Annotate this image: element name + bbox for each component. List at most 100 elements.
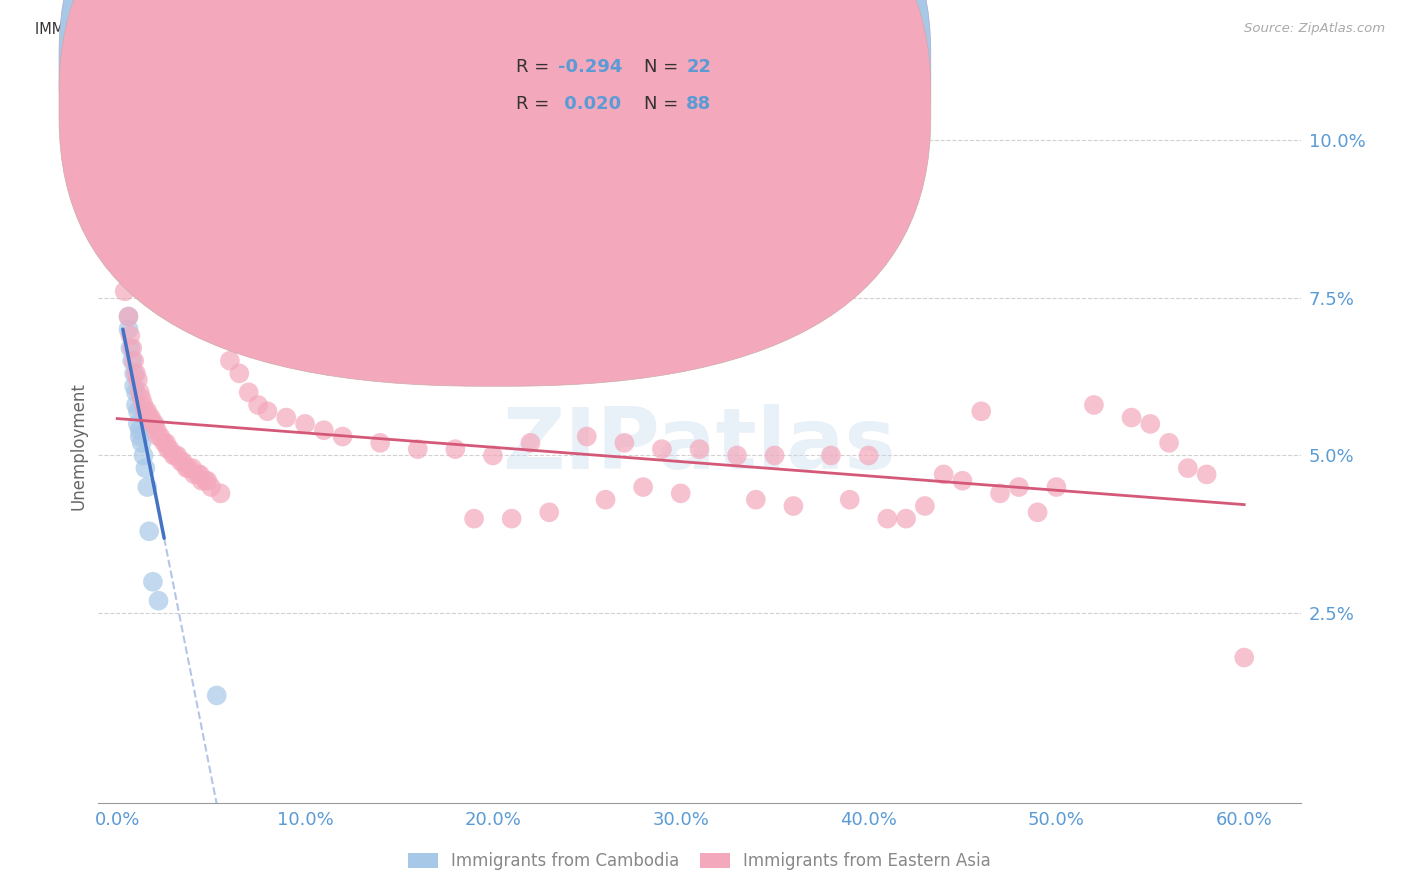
Point: [170, 455, 193, 469]
Point: [139, 410, 162, 425]
Point: [138, 524, 160, 539]
Point: [131, 435, 153, 450]
Point: [148, 593, 170, 607]
Point: [132, 398, 155, 412]
Point: [1139, 417, 1161, 431]
Point: [125, 385, 148, 400]
Point: [838, 492, 860, 507]
Point: [988, 486, 1011, 500]
Point: [114, 285, 136, 299]
Point: [120, 341, 142, 355]
Point: [1121, 410, 1143, 425]
Point: [932, 467, 955, 482]
Point: [148, 429, 170, 443]
Text: ZIPatlas: ZIPatlas: [502, 404, 897, 488]
Point: [689, 442, 711, 457]
Point: [406, 442, 429, 457]
Point: [125, 398, 148, 412]
Point: [117, 310, 139, 324]
Point: [312, 423, 335, 437]
Point: [256, 404, 278, 418]
Point: [155, 435, 177, 450]
Point: [651, 442, 673, 457]
Point: [181, 461, 204, 475]
Point: [894, 511, 917, 525]
Point: [131, 392, 153, 406]
Text: -0.294: -0.294: [558, 58, 623, 76]
Text: R =: R =: [516, 95, 555, 113]
Point: [1045, 480, 1067, 494]
Text: N =: N =: [644, 58, 683, 76]
Text: 22: 22: [686, 58, 711, 76]
Point: [820, 449, 842, 463]
Point: [121, 341, 143, 355]
Point: [188, 467, 211, 482]
Point: [205, 689, 228, 703]
Point: [194, 474, 217, 488]
Point: [117, 322, 139, 336]
Point: [190, 474, 212, 488]
Point: [332, 429, 354, 443]
Text: N =: N =: [644, 95, 683, 113]
Point: [127, 404, 149, 418]
Point: [1008, 480, 1031, 494]
Legend: Immigrants from Cambodia, Immigrants from Eastern Asia: Immigrants from Cambodia, Immigrants fro…: [402, 846, 997, 877]
Point: [136, 404, 159, 418]
Point: [121, 353, 143, 368]
Y-axis label: Unemployment: Unemployment: [69, 382, 87, 510]
Point: [1083, 398, 1105, 412]
Point: [575, 429, 598, 443]
Point: [128, 429, 150, 443]
Point: [172, 455, 194, 469]
Point: [463, 511, 485, 525]
Point: [763, 449, 786, 463]
Point: [134, 461, 156, 475]
Point: [1157, 435, 1180, 450]
Point: [444, 442, 467, 457]
Point: [858, 449, 880, 463]
Point: [368, 435, 391, 450]
Point: [176, 461, 198, 475]
Point: [166, 449, 188, 463]
Point: [276, 410, 298, 425]
Point: [159, 442, 181, 457]
Point: [165, 449, 187, 463]
Point: [952, 474, 974, 488]
Point: [134, 404, 156, 418]
Point: [782, 499, 804, 513]
Text: 88: 88: [686, 95, 711, 113]
Point: [149, 429, 172, 443]
Point: [128, 423, 150, 437]
Point: [1177, 461, 1199, 475]
Point: [595, 492, 617, 507]
Point: [209, 486, 232, 500]
Point: [914, 499, 936, 513]
Point: [238, 385, 260, 400]
Point: [187, 467, 209, 482]
Point: [122, 353, 145, 368]
Point: [128, 385, 150, 400]
Point: [127, 417, 149, 431]
Point: [200, 480, 222, 494]
Point: [482, 449, 505, 463]
Point: [519, 435, 541, 450]
Point: [501, 511, 523, 525]
Point: [219, 353, 242, 368]
Text: Source: ZipAtlas.com: Source: ZipAtlas.com: [1244, 22, 1385, 36]
Point: [111, 227, 134, 242]
Point: [111, 209, 134, 223]
Point: [115, 252, 138, 267]
Point: [294, 417, 316, 431]
Point: [745, 492, 768, 507]
Point: [162, 449, 184, 463]
Point: [177, 461, 200, 475]
Point: [195, 474, 218, 488]
Point: [143, 417, 166, 431]
Point: [120, 328, 142, 343]
Point: [970, 404, 993, 418]
Point: [117, 310, 139, 324]
Point: [876, 511, 898, 525]
Point: [247, 398, 270, 412]
Point: [1195, 467, 1218, 482]
Point: [538, 505, 561, 519]
